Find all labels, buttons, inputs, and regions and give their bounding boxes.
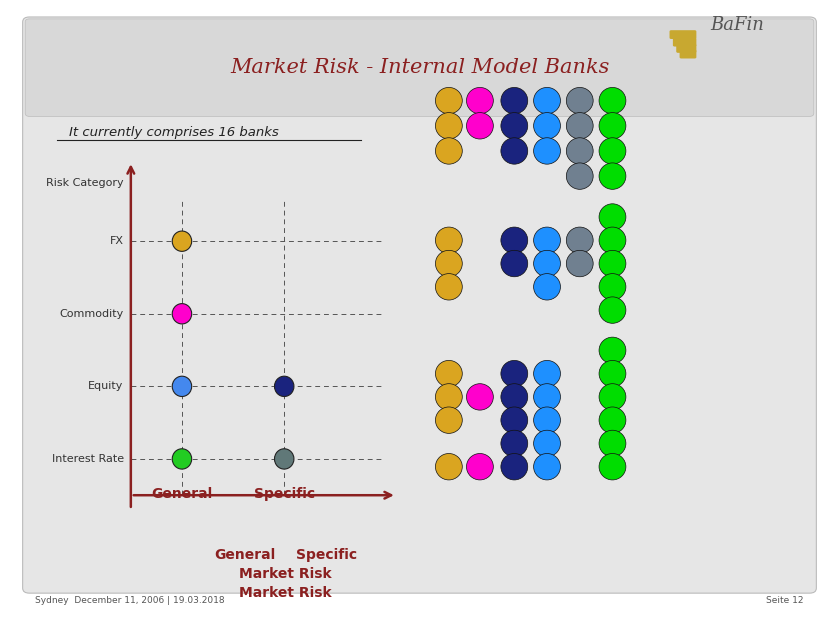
Ellipse shape xyxy=(274,376,294,396)
Text: Market Risk: Market Risk xyxy=(239,586,331,600)
Ellipse shape xyxy=(534,454,560,480)
Ellipse shape xyxy=(435,250,462,277)
Ellipse shape xyxy=(599,87,626,114)
Ellipse shape xyxy=(599,430,626,457)
Ellipse shape xyxy=(172,304,191,324)
Ellipse shape xyxy=(566,250,593,277)
Ellipse shape xyxy=(534,407,560,433)
Ellipse shape xyxy=(534,430,560,457)
Text: It currently comprises 16 banks: It currently comprises 16 banks xyxy=(69,126,279,138)
Ellipse shape xyxy=(501,407,528,433)
Ellipse shape xyxy=(466,87,493,114)
Ellipse shape xyxy=(599,163,626,189)
Ellipse shape xyxy=(501,384,528,410)
Ellipse shape xyxy=(599,138,626,164)
FancyBboxPatch shape xyxy=(25,19,814,116)
Text: Interest Rate: Interest Rate xyxy=(51,454,123,464)
Ellipse shape xyxy=(534,360,560,387)
Ellipse shape xyxy=(172,376,191,396)
Ellipse shape xyxy=(435,384,462,410)
Ellipse shape xyxy=(534,138,560,164)
Ellipse shape xyxy=(599,274,626,300)
Ellipse shape xyxy=(435,138,462,164)
Ellipse shape xyxy=(534,227,560,253)
Ellipse shape xyxy=(501,87,528,114)
Ellipse shape xyxy=(566,113,593,139)
Ellipse shape xyxy=(466,454,493,480)
Ellipse shape xyxy=(501,454,528,480)
Text: General: General xyxy=(214,548,276,562)
Ellipse shape xyxy=(534,87,560,114)
Ellipse shape xyxy=(566,227,593,253)
Ellipse shape xyxy=(599,297,626,323)
Ellipse shape xyxy=(435,360,462,387)
Text: Specific: Specific xyxy=(296,548,357,562)
FancyBboxPatch shape xyxy=(680,50,696,58)
Ellipse shape xyxy=(599,407,626,433)
Ellipse shape xyxy=(534,250,560,277)
Ellipse shape xyxy=(435,87,462,114)
Ellipse shape xyxy=(435,227,462,253)
Text: FX: FX xyxy=(110,237,123,246)
Ellipse shape xyxy=(599,384,626,410)
Text: Seite 12: Seite 12 xyxy=(766,596,804,604)
Text: Risk Category: Risk Category xyxy=(46,178,123,188)
Ellipse shape xyxy=(501,138,528,164)
Text: Sydney  December 11, 2006 | 19.03.2018: Sydney December 11, 2006 | 19.03.2018 xyxy=(35,596,225,604)
Text: Specific: Specific xyxy=(253,487,315,501)
Ellipse shape xyxy=(566,87,593,114)
Ellipse shape xyxy=(501,360,528,387)
Text: General: General xyxy=(151,487,212,501)
FancyBboxPatch shape xyxy=(673,38,696,47)
Ellipse shape xyxy=(501,227,528,253)
FancyBboxPatch shape xyxy=(670,30,696,39)
Text: Commodity: Commodity xyxy=(60,309,123,319)
Ellipse shape xyxy=(534,384,560,410)
Ellipse shape xyxy=(466,384,493,410)
Ellipse shape xyxy=(466,113,493,139)
Ellipse shape xyxy=(599,113,626,139)
Ellipse shape xyxy=(501,250,528,277)
Ellipse shape xyxy=(599,337,626,364)
Ellipse shape xyxy=(566,163,593,189)
Ellipse shape xyxy=(599,227,626,253)
Ellipse shape xyxy=(501,430,528,457)
Ellipse shape xyxy=(435,454,462,480)
Text: BaFin: BaFin xyxy=(711,16,764,34)
Ellipse shape xyxy=(599,454,626,480)
Ellipse shape xyxy=(172,448,191,469)
FancyBboxPatch shape xyxy=(23,17,816,593)
Ellipse shape xyxy=(435,113,462,139)
Ellipse shape xyxy=(534,113,560,139)
Text: Market Risk - Internal Model Banks: Market Risk - Internal Model Banks xyxy=(230,58,609,77)
Ellipse shape xyxy=(599,360,626,387)
Text: Equity: Equity xyxy=(88,381,123,391)
Ellipse shape xyxy=(435,274,462,300)
Ellipse shape xyxy=(435,407,462,433)
Ellipse shape xyxy=(599,204,626,230)
Ellipse shape xyxy=(599,250,626,277)
Ellipse shape xyxy=(566,138,593,164)
FancyBboxPatch shape xyxy=(676,44,696,53)
Ellipse shape xyxy=(274,448,294,469)
Ellipse shape xyxy=(501,113,528,139)
Text: Market Risk: Market Risk xyxy=(239,567,331,581)
Ellipse shape xyxy=(172,231,191,252)
Ellipse shape xyxy=(534,274,560,300)
